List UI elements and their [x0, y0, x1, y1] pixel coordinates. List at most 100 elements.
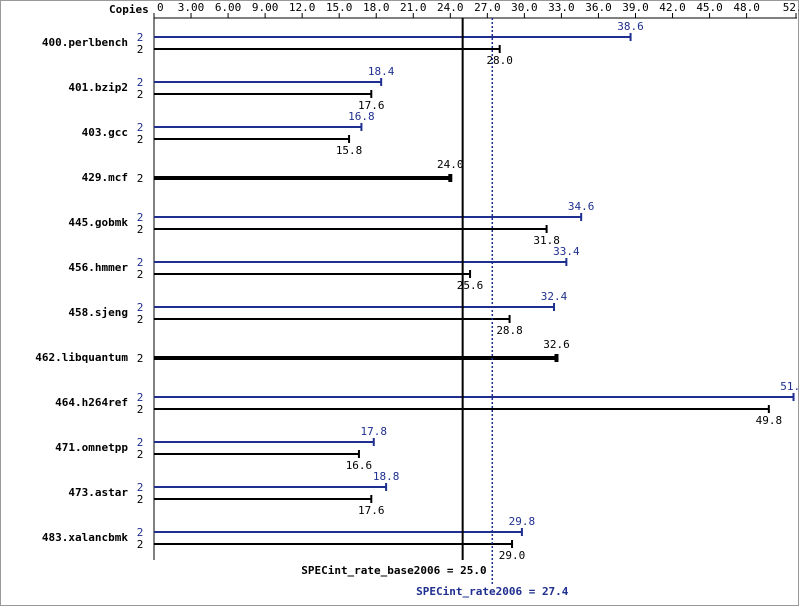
bar	[154, 393, 795, 401]
bar	[154, 303, 556, 311]
x-tick-label: 9.00	[252, 1, 279, 14]
copies-label: 2	[137, 88, 144, 101]
x-tick-label: 18.0	[363, 1, 390, 14]
copies-header: Copies	[109, 3, 149, 16]
bar	[154, 90, 373, 98]
copies-label: 2	[137, 526, 144, 539]
x-tick-label: 15.0	[326, 1, 353, 14]
category-label: 471.omnetpp	[55, 441, 128, 454]
bar	[154, 483, 388, 491]
copies-label: 2	[137, 436, 144, 449]
bar	[154, 315, 511, 323]
category-label: 400.perlbench	[42, 36, 128, 49]
value-label: 24.0	[437, 158, 464, 171]
category-label: 456.hmmer	[68, 261, 128, 274]
value-label: 16.8	[348, 110, 375, 123]
value-label: 49.8	[756, 414, 783, 427]
value-label: 51.8	[780, 380, 799, 393]
value-label: 32.6	[543, 338, 570, 351]
value-label: 33.4	[553, 245, 580, 258]
x-tick-label: 3.00	[178, 1, 205, 14]
bar	[154, 213, 583, 221]
copies-label: 2	[137, 403, 144, 416]
value-label: 38.6	[617, 20, 644, 33]
copies-label: 2	[137, 121, 144, 134]
reference-label: SPECint_rate2006 = 27.4	[416, 585, 569, 598]
copies-label: 2	[137, 43, 144, 56]
bar	[154, 45, 501, 53]
value-label: 15.8	[336, 144, 363, 157]
copies-label: 2	[137, 256, 144, 269]
bar	[154, 258, 568, 266]
value-label: 29.0	[499, 549, 526, 562]
x-tick-label: 12.0	[289, 1, 316, 14]
x-tick-label: 39.0	[622, 1, 649, 14]
x-tick-label: 36.0	[585, 1, 612, 14]
x-tick-label: 42.0	[659, 1, 686, 14]
bar	[154, 495, 373, 503]
x-tick-label: 6.00	[215, 1, 242, 14]
value-label: 31.8	[533, 234, 560, 247]
bar	[154, 450, 360, 458]
copies-label: 2	[137, 31, 144, 44]
category-label: 401.bzip2	[68, 81, 128, 94]
copies-label: 2	[137, 313, 144, 326]
value-label: 28.8	[496, 324, 523, 337]
copies-label: 2	[137, 301, 144, 314]
value-label: 18.8	[373, 470, 400, 483]
x-tick-label: 33.0	[548, 1, 575, 14]
copies-label: 2	[137, 133, 144, 146]
bar	[154, 225, 548, 233]
bar	[154, 528, 523, 536]
category-label: 462.libquantum	[35, 351, 128, 364]
bar	[154, 540, 514, 548]
value-label: 29.8	[509, 515, 536, 528]
bar	[154, 438, 375, 446]
x-tick-label: 30.0	[511, 1, 538, 14]
category-label: 464.h264ref	[55, 396, 128, 409]
copies-label: 2	[137, 268, 144, 281]
value-label: 25.6	[457, 279, 484, 292]
x-tick-label: 21.0	[400, 1, 427, 14]
copies-label: 2	[137, 391, 144, 404]
x-tick-label: 48.0	[733, 1, 760, 14]
copies-label: 2	[137, 352, 144, 365]
bar	[154, 405, 770, 413]
bar	[154, 174, 453, 182]
copies-label: 2	[137, 481, 144, 494]
x-tick-label: 0	[157, 1, 164, 14]
bar	[154, 123, 363, 131]
category-label: 445.gobmk	[68, 216, 128, 229]
value-label: 17.8	[361, 425, 388, 438]
copies-label: 2	[137, 493, 144, 506]
copies-label: 2	[137, 172, 144, 185]
value-label: 32.4	[541, 290, 568, 303]
value-label: 18.4	[368, 65, 395, 78]
copies-label: 2	[137, 223, 144, 236]
x-tick-label: 45.0	[696, 1, 723, 14]
copies-label: 2	[137, 448, 144, 461]
category-label: 473.astar	[68, 486, 128, 499]
x-tick-label: 52.0	[783, 1, 799, 14]
x-tick-label: 24.0	[437, 1, 464, 14]
category-label: 429.mcf	[82, 171, 128, 184]
reference-label: SPECint_rate_base2006 = 25.0	[301, 564, 486, 577]
bar	[154, 78, 383, 86]
value-label: 34.6	[568, 200, 595, 213]
bar	[154, 354, 559, 362]
value-label: 16.6	[346, 459, 373, 472]
category-label: 403.gcc	[82, 126, 128, 139]
x-tick-label: 27.0	[474, 1, 501, 14]
copies-label: 2	[137, 76, 144, 89]
bar	[154, 33, 632, 41]
value-label: 17.6	[358, 504, 385, 517]
category-label: 458.sjeng	[68, 306, 128, 319]
value-label: 17.6	[358, 99, 385, 112]
value-label: 28.0	[486, 54, 513, 67]
bar	[154, 135, 351, 143]
copies-label: 2	[137, 211, 144, 224]
category-label: 483.xalancbmk	[42, 531, 128, 544]
copies-label: 2	[137, 538, 144, 551]
bar	[154, 270, 472, 278]
